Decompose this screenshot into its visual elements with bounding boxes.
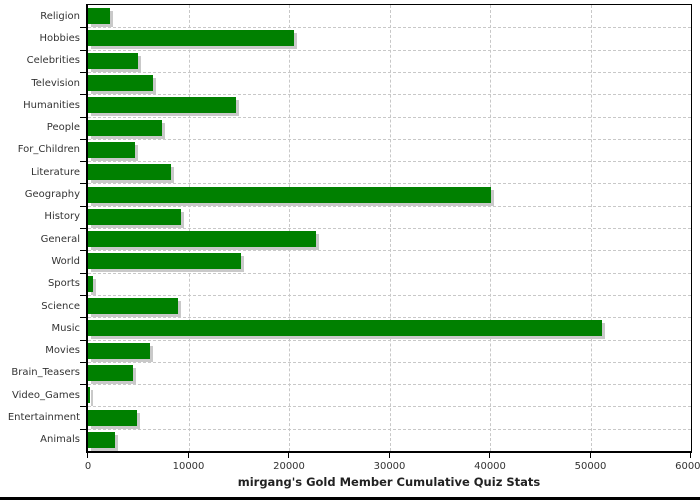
x-tick-label: 50000 (574, 461, 607, 472)
bar-general (88, 231, 317, 248)
y-axis-tick (80, 183, 86, 185)
bar-entertainment (88, 409, 138, 426)
y-axis-tick (80, 294, 86, 296)
y-axis-tick (80, 71, 86, 73)
category-label: For_Children (17, 144, 80, 156)
bar-science (88, 298, 179, 315)
bar-religion (88, 8, 111, 25)
y-axis-tick (80, 27, 86, 29)
category-label: Entertainment (7, 412, 80, 424)
y-axis-tick (80, 138, 86, 140)
gridline-horizontal (88, 116, 691, 118)
x-tick-label: 10000 (172, 461, 205, 472)
gridline-horizontal (88, 161, 691, 163)
bar-world (88, 253, 241, 270)
x-axis-tick (489, 453, 490, 458)
gridline-horizontal (88, 49, 691, 51)
category-label: Brain_Teasers (11, 367, 80, 379)
gridline-horizontal (88, 183, 691, 185)
x-tick-label: 60000 (675, 461, 700, 472)
x-axis-tick (589, 453, 591, 458)
category-label: Hobbies (39, 32, 80, 44)
bar-music (88, 320, 602, 337)
gridline-horizontal (88, 250, 691, 252)
gridline-horizontal (88, 71, 691, 73)
gridline-horizontal (88, 272, 691, 274)
y-axis-tick (80, 384, 86, 386)
bar-television (88, 75, 154, 92)
bar-people (88, 119, 163, 136)
bar-movies (88, 342, 151, 359)
x-tick-label: 30000 (373, 461, 406, 472)
y-axis-tick (80, 250, 86, 252)
y-axis-tick (80, 361, 86, 363)
bar-for_children (88, 141, 136, 158)
category-label: Sports (47, 278, 80, 290)
bottom-rule (0, 497, 700, 500)
x-axis-tick (690, 453, 691, 458)
gridline-horizontal (88, 406, 691, 408)
y-axis-tick (80, 317, 86, 319)
category-label: Geography (24, 189, 80, 201)
category-label: Science (41, 300, 80, 312)
gridline-horizontal (88, 205, 691, 207)
category-label: General (40, 233, 80, 245)
category-label: Movies (45, 345, 80, 357)
y-axis-tick (80, 339, 86, 341)
gridline-horizontal (88, 361, 691, 363)
x-tick-label: 0 (84, 461, 92, 472)
x-axis-tick (288, 453, 289, 458)
category-label: Religion (40, 10, 80, 22)
bar-hobbies (88, 30, 295, 47)
category-label: Television (31, 77, 80, 89)
category-label: Animals (40, 434, 80, 446)
y-axis-tick (80, 49, 86, 51)
gridline-horizontal (88, 94, 691, 96)
x-tick-label: 20000 (273, 461, 305, 472)
gridline-horizontal (88, 294, 691, 296)
category-label: History (44, 211, 80, 223)
y-axis-tick (80, 406, 86, 408)
bar-history (88, 208, 182, 225)
category-label: Literature (31, 166, 80, 178)
category-label: Celebrities (26, 55, 80, 67)
gridline-horizontal (88, 384, 691, 386)
y-axis-tick (80, 116, 86, 118)
y-axis-tick (80, 94, 86, 96)
chart-title: mirgang's Gold Member Cumulative Quiz St… (237, 475, 541, 489)
gridline-horizontal (88, 339, 691, 341)
bar-literature (88, 164, 172, 181)
bar-celebrities (88, 52, 139, 69)
y-axis-tick (80, 428, 86, 430)
bar-animals (88, 431, 116, 448)
y-axis-tick (80, 272, 86, 274)
category-label: People (46, 122, 80, 134)
bar-video_games (88, 387, 90, 404)
x-axis-tick (187, 453, 189, 458)
plot-area (86, 4, 692, 453)
category-label: Music (51, 322, 80, 334)
gridline-horizontal (88, 428, 691, 430)
gridline-horizontal (88, 317, 691, 319)
category-label: World (51, 255, 80, 267)
y-axis-tick (80, 228, 86, 229)
gridline-horizontal (88, 138, 691, 140)
bar-sports (88, 275, 94, 292)
y-axis-tick (80, 161, 86, 163)
x-tick-label: 40000 (474, 461, 506, 472)
x-axis-tick (87, 453, 88, 458)
gridline-horizontal (88, 27, 691, 29)
bar-geography (88, 186, 491, 203)
bar-humanities (88, 97, 236, 114)
category-label: Humanities (23, 99, 80, 111)
y-axis-tick (80, 205, 86, 207)
bar-brain_teasers (88, 364, 134, 381)
gridline-horizontal (88, 228, 691, 229)
category-label: Video_Games (12, 389, 80, 401)
x-axis-tick (388, 453, 390, 458)
